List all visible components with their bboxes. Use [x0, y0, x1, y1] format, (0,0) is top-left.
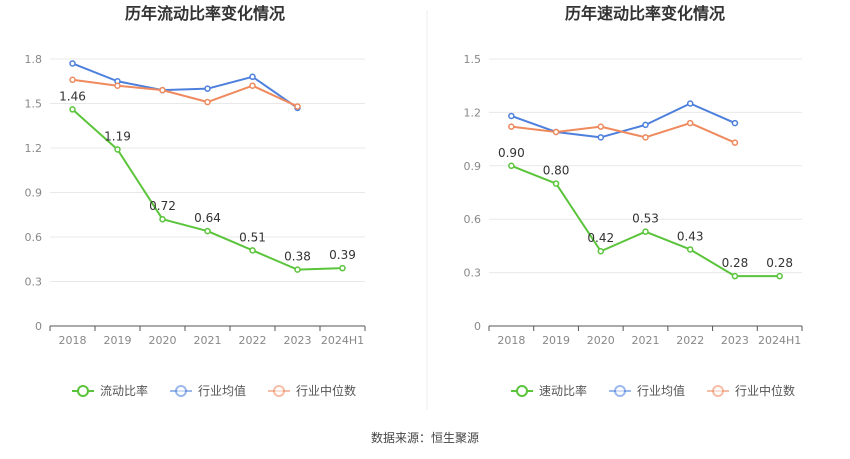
data-point [114, 146, 121, 153]
data-point [69, 76, 76, 84]
legend-swatch-marker [77, 385, 89, 397]
legend-swatch-marker [516, 385, 528, 397]
series-line [511, 122, 736, 144]
data-point [776, 272, 783, 280]
data-point [552, 180, 560, 187]
series-line [72, 62, 299, 109]
data-point [249, 247, 256, 254]
data-label: 1.19 [104, 129, 131, 143]
y-tick-label: 0.6 [464, 213, 482, 226]
legend-swatch-marker [273, 385, 285, 397]
legend-label: 流动比率 [100, 383, 148, 398]
legend-swatch-marker [175, 385, 187, 397]
data-point [159, 86, 166, 94]
x-tick-label: 2024H1 [321, 334, 364, 347]
data-label: 0.72 [149, 199, 176, 213]
data-point [204, 85, 211, 92]
data-label: 0.53 [632, 212, 659, 226]
data-point [204, 227, 211, 235]
data-point [159, 215, 166, 223]
data-point [731, 272, 739, 280]
x-tick-label: 2023 [721, 334, 749, 347]
data-point [686, 119, 694, 127]
chart-title: 历年速动比率变化情况 [565, 4, 725, 23]
y-tick-label: 0 [35, 320, 42, 333]
x-tick-label: 2020 [587, 334, 615, 347]
y-tick-label: 0.9 [25, 187, 43, 200]
data-point [69, 60, 76, 67]
data-point [686, 246, 694, 253]
data-label: 0.64 [194, 211, 221, 225]
y-tick-label: 0 [474, 320, 481, 333]
data-point [69, 106, 76, 113]
x-tick-label: 2024H1 [758, 334, 801, 347]
data-point [114, 82, 121, 89]
legend-swatch-marker [712, 385, 724, 397]
legend-label: 行业均值 [198, 383, 246, 398]
source-note: 数据来源：恒生聚源 [371, 430, 479, 445]
chart-title: 历年流动比率变化情况 [125, 4, 285, 23]
y-tick-label: 1.5 [25, 98, 43, 111]
y-tick-label: 1.5 [464, 53, 482, 66]
data-point [294, 266, 301, 273]
data-point [642, 134, 649, 141]
legend-label: 行业均值 [637, 383, 685, 398]
data-label: 0.38 [284, 250, 311, 264]
data-label: 0.42 [587, 231, 614, 245]
series-line [72, 78, 298, 108]
data-point [642, 228, 649, 235]
data-point [204, 98, 211, 106]
x-tick-label: 2018 [59, 334, 87, 347]
data-point [508, 123, 515, 130]
data-point [686, 100, 694, 107]
data-point [642, 121, 649, 129]
data-point [597, 123, 605, 130]
data-label: 0.80 [543, 164, 570, 178]
x-tick-label: 2020 [149, 334, 177, 347]
x-tick-label: 2018 [497, 334, 525, 347]
x-tick-label: 2019 [542, 334, 570, 347]
x-tick-label: 2019 [104, 334, 132, 347]
data-point [597, 247, 605, 255]
data-point [597, 134, 605, 141]
chart-current-ratio: 历年流动比率变化情况 0 0.3 0.6 0.9 1.2 1.5 1.8 2018 2019 20… [25, 4, 366, 398]
data-point [294, 103, 301, 110]
x-tick-label: 2023 [284, 334, 312, 347]
y-tick-label: 1.2 [464, 106, 482, 119]
x-tick-label: 2021 [632, 334, 660, 347]
data-point [508, 162, 515, 170]
data-label: 0.51 [239, 230, 266, 244]
data-label: 0.39 [329, 248, 356, 262]
data-point [339, 264, 346, 272]
legend-label: 行业中位数 [735, 383, 795, 398]
chart-quick-ratio: 历年速动比率变化情况 0 0.3 0.6 0.9 1.2 1.5 2018 2019 2020 2… [464, 4, 803, 398]
data-point [731, 119, 739, 127]
data-label: 1.46 [59, 89, 86, 103]
data-point [249, 82, 256, 89]
data-point [731, 139, 739, 146]
data-label: 0.43 [677, 229, 704, 243]
x-tick-label: 2022 [676, 334, 704, 347]
legend-label: 速动比率 [539, 383, 587, 398]
y-tick-label: 0.3 [25, 276, 43, 289]
data-label: 0.90 [498, 146, 525, 160]
data-point [508, 112, 515, 120]
data-point [249, 73, 256, 81]
data-point [552, 128, 560, 136]
x-tick-label: 2022 [239, 334, 267, 347]
legend-label: 行业中位数 [296, 383, 356, 398]
data-label: 0.28 [722, 256, 749, 270]
y-tick-label: 0.3 [464, 267, 482, 280]
y-tick-label: 1.8 [25, 53, 43, 66]
legend-swatch-marker [614, 385, 626, 397]
x-tick-label: 2021 [194, 334, 222, 347]
y-tick-label: 1.2 [25, 142, 43, 155]
y-tick-label: 0.9 [464, 160, 482, 173]
y-tick-label: 0.6 [25, 231, 43, 244]
data-label: 0.28 [766, 256, 793, 270]
